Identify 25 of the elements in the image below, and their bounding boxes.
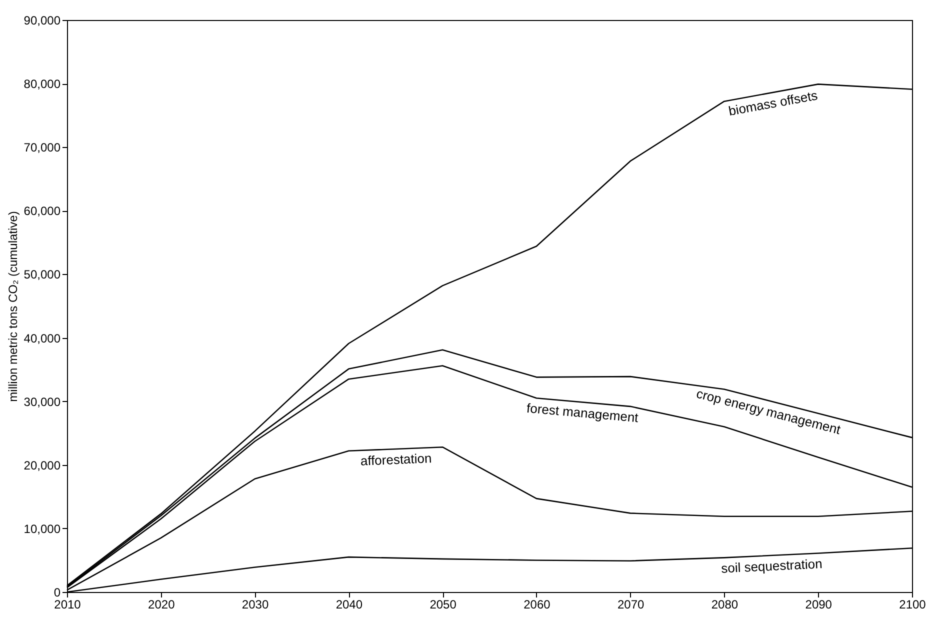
x-tick-label: 2100: [899, 598, 926, 612]
y-tick-label: 60,000: [24, 204, 61, 218]
x-tick-label: 2080: [711, 598, 738, 612]
y-tick-label: 80,000: [24, 77, 61, 92]
series-label: soil sequestration: [720, 556, 823, 576]
y-tick-label: 20,000: [24, 458, 61, 472]
y-tick-label: 40,000: [24, 331, 61, 346]
x-tick-label: 2030: [242, 598, 269, 612]
y-tick-label: 90,000: [24, 14, 61, 28]
x-tick-label: 2050: [430, 598, 457, 612]
series-label: afforestation: [360, 450, 432, 468]
y-tick-label: 30,000: [24, 394, 61, 409]
y-tick-label: 70,000: [24, 140, 61, 155]
y-tick-label: 10,000: [24, 522, 61, 536]
x-tick-label: 2070: [617, 598, 645, 612]
x-tick-label: 2020: [148, 598, 176, 612]
x-tick-label: 2010: [54, 598, 82, 612]
y-tick-label: 0: [54, 586, 61, 600]
y-axis-title: million metric tons CO₂ (cumulative): [6, 211, 20, 402]
text: biomass offsets: [727, 88, 820, 119]
x-tick-label: 2060: [524, 598, 551, 612]
x-tick-label: 2040: [336, 598, 363, 612]
y-tick-label: 50,000: [24, 268, 61, 282]
text: forest management: [526, 400, 640, 426]
x-tick-label: 2090: [805, 598, 832, 612]
